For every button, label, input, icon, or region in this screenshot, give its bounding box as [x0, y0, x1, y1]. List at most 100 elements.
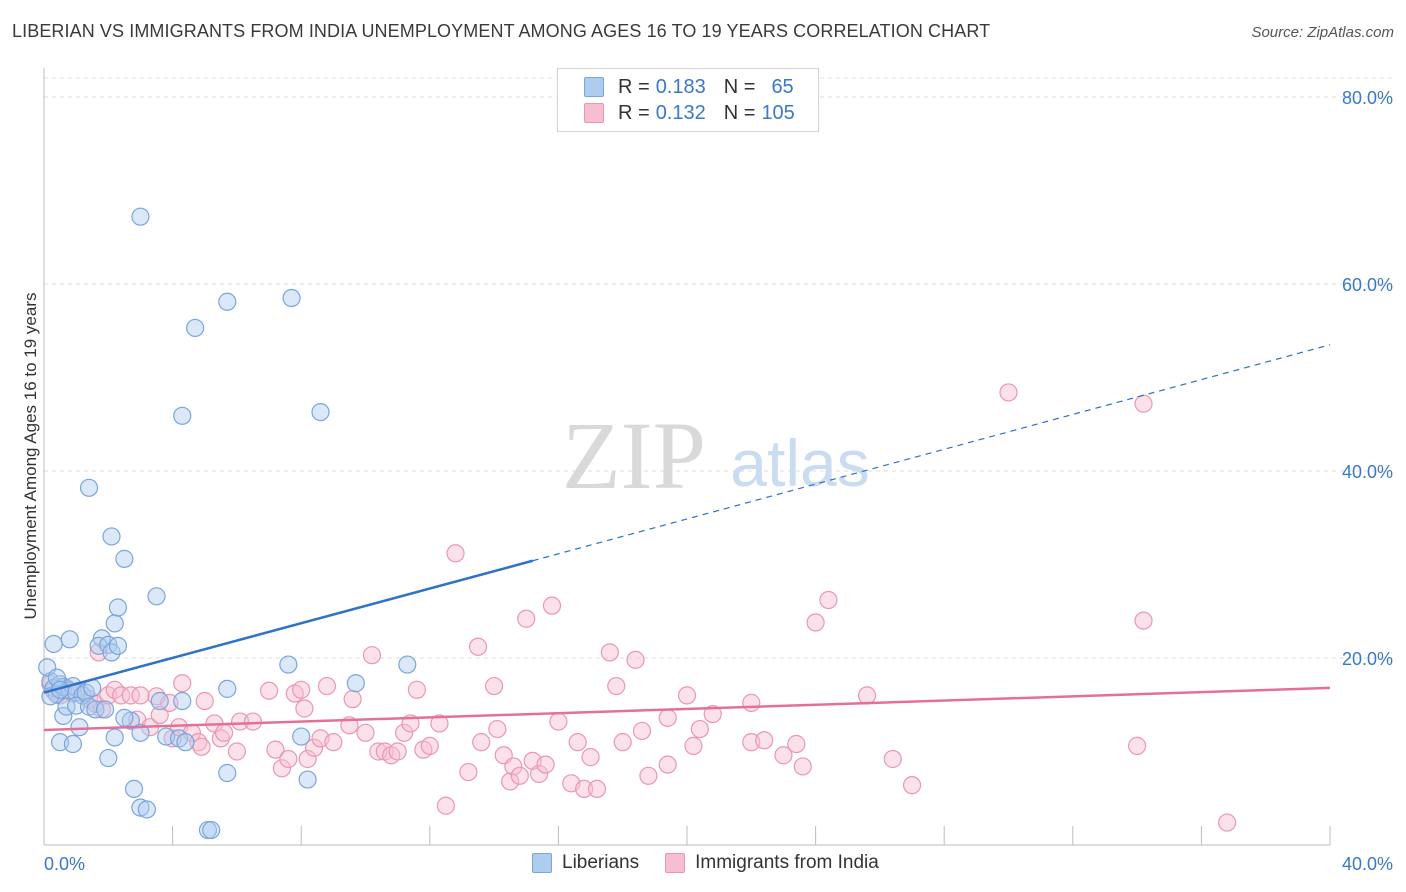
- india-point: [131, 686, 150, 705]
- india-point: [639, 766, 658, 785]
- india-point: [436, 796, 455, 815]
- legend-r-value: 0.183: [655, 75, 706, 98]
- india-point: [632, 721, 652, 741]
- series-legend-liberians[interactable]: Liberians: [532, 852, 639, 874]
- liberian-point: [173, 406, 192, 425]
- india-point: [806, 613, 825, 632]
- india-point: [295, 699, 314, 718]
- india-point: [468, 637, 488, 656]
- liberian-point: [279, 655, 298, 674]
- india-point: [112, 686, 131, 705]
- liberian-point: [218, 763, 237, 783]
- india-point: [703, 704, 722, 724]
- india-point: [292, 680, 311, 699]
- india-point: [793, 757, 812, 776]
- india-point: [488, 719, 507, 739]
- india-point: [857, 686, 877, 705]
- india-point: [787, 734, 806, 754]
- liberian-point: [131, 723, 150, 742]
- legend-n-label: N =: [723, 101, 756, 124]
- india-point: [902, 776, 922, 795]
- india-point: [755, 731, 774, 750]
- liberian-point: [124, 779, 144, 799]
- trend-lines: [43, 344, 1331, 732]
- liberian-point: [60, 630, 79, 649]
- y-tick-label: 40.0%: [1342, 462, 1393, 482]
- liberian-point: [67, 696, 86, 715]
- legend-r-value: 0.132: [655, 101, 706, 124]
- x-tick-label-max: 40.0%: [1342, 854, 1393, 874]
- y-tick-label: 20.0%: [1342, 649, 1393, 669]
- india-point: [485, 676, 504, 696]
- y-axis-label: Unemployment Among Ages 16 to 19 years: [21, 293, 40, 620]
- legend-row-india: R = 0.132 N = 105: [584, 100, 795, 126]
- india-point: [192, 737, 211, 756]
- liberian-point: [218, 679, 237, 698]
- x-tick-label-min: 0.0%: [44, 854, 85, 874]
- liberian-point: [173, 691, 192, 711]
- india-point: [1127, 736, 1147, 755]
- source-label: Source: ZipAtlas.com: [1251, 24, 1394, 41]
- india-point: [304, 738, 324, 757]
- india-point: [536, 755, 555, 774]
- liberian-point: [137, 800, 156, 819]
- liberian-point: [105, 728, 124, 747]
- chart-title: LIBERIAN VS IMMIGRANTS FROM INDIA UNEMPL…: [12, 21, 991, 41]
- india-point: [684, 736, 703, 755]
- india-point: [324, 733, 343, 752]
- india-point: [626, 650, 645, 669]
- liberian-point: [131, 798, 150, 817]
- grid-lines: [44, 77, 1392, 659]
- india-point: [575, 779, 594, 799]
- liberian-point: [292, 727, 311, 746]
- india-point: [279, 749, 298, 769]
- liberian-point: [57, 697, 76, 716]
- india-point: [581, 748, 600, 767]
- liberian-point: [70, 718, 89, 737]
- series-legend-india[interactable]: Immigrants from India: [665, 852, 879, 874]
- liberian-point: [108, 636, 128, 655]
- liberian-point: [79, 478, 99, 497]
- india-point: [1218, 813, 1237, 832]
- liberian-point: [176, 733, 195, 752]
- india-point: [690, 719, 709, 739]
- liberian-point: [147, 587, 166, 606]
- india-point: [530, 764, 549, 784]
- tick-labels: 20.0% 40.0% 60.0% 80.0% 0.0% 40.0%: [44, 88, 1393, 874]
- liberian-point: [86, 700, 105, 719]
- india-point: [883, 749, 902, 769]
- liberian-trend-extension: [532, 344, 1331, 562]
- watermark: ZIP atlas: [562, 402, 870, 509]
- india-point: [317, 676, 337, 696]
- india-point: [542, 596, 562, 615]
- india-point: [517, 609, 536, 628]
- india-point: [243, 712, 263, 731]
- liberian-point: [115, 549, 134, 568]
- india-points: [41, 383, 1237, 832]
- india-point: [214, 723, 234, 742]
- liberian-point: [105, 614, 124, 633]
- series-label-india: Immigrants from India: [695, 852, 879, 873]
- legend-r-label: R =: [618, 75, 650, 98]
- india-point: [211, 729, 230, 748]
- india-point: [459, 762, 478, 782]
- india-point: [343, 690, 362, 709]
- india-point: [677, 686, 697, 705]
- india-point: [774, 746, 793, 765]
- liberian-point: [150, 691, 169, 711]
- legend-r-label: R =: [618, 101, 650, 124]
- correlation-legend: R = 0.183 N = 65 R = 0.132 N = 105: [557, 68, 819, 132]
- legend-swatch-liberians: [584, 77, 604, 97]
- liberian-point: [202, 820, 221, 840]
- india-point: [362, 646, 382, 665]
- india-point: [272, 759, 292, 778]
- series-label-liberians: Liberians: [562, 852, 640, 873]
- y-tick-label: 60.0%: [1342, 275, 1393, 295]
- liberian-point: [108, 598, 128, 617]
- india-point: [195, 691, 214, 711]
- liberian-point: [218, 292, 237, 311]
- liberian-point: [102, 643, 121, 662]
- liberian-point: [311, 402, 330, 422]
- liberian-point: [346, 674, 365, 693]
